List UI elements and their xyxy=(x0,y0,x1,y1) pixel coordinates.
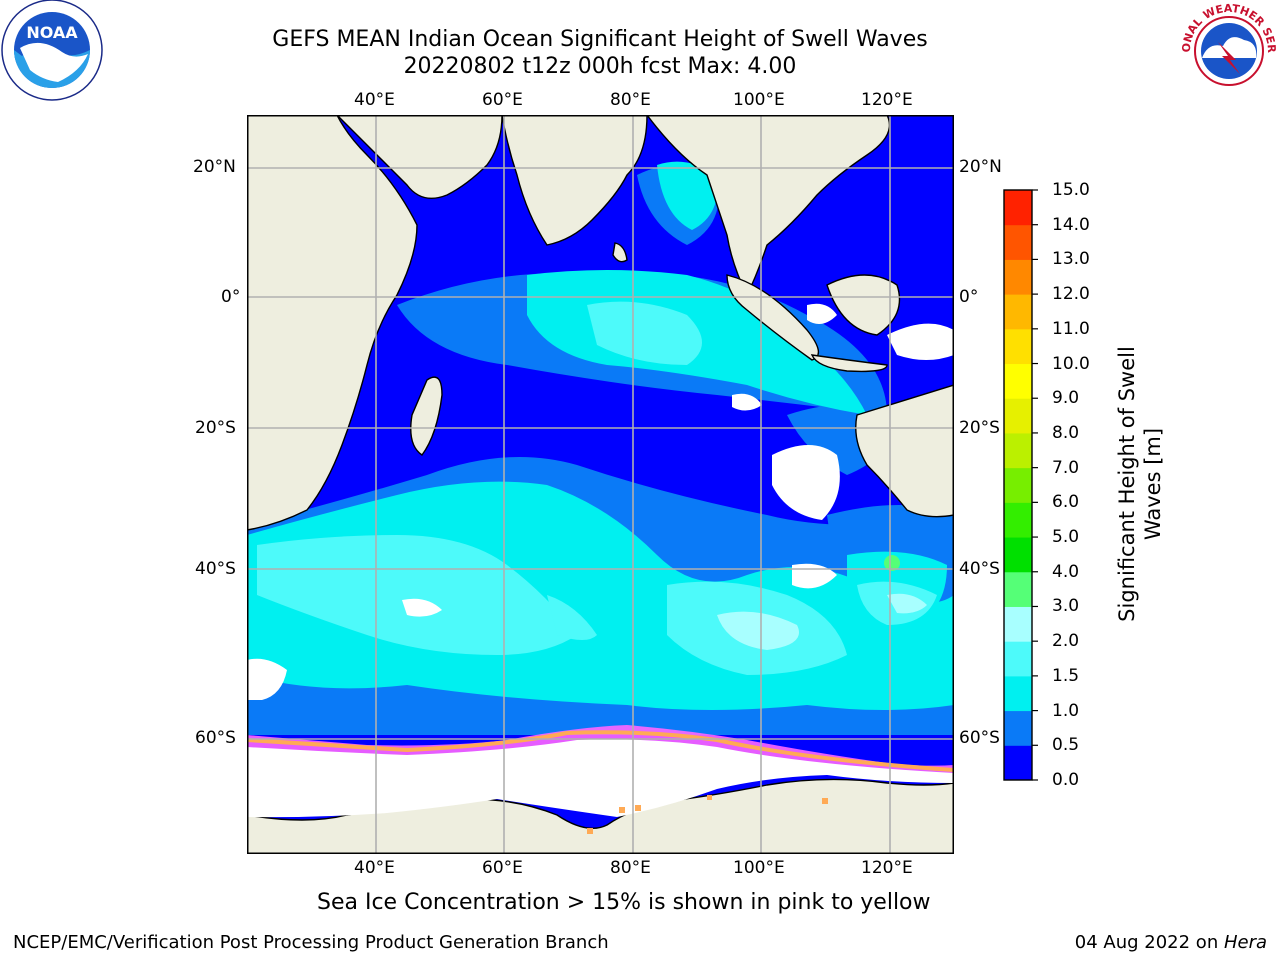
sea-ice-fringe-yellow xyxy=(247,730,954,772)
land-sri-lanka xyxy=(612,242,628,263)
lon-label-top-60e: 60°E xyxy=(482,90,523,110)
land-india xyxy=(501,115,648,246)
footer-date: 04 Aug 2022 on Hera xyxy=(1075,932,1267,953)
colorbar-band xyxy=(1004,259,1032,295)
land-madagascar xyxy=(410,376,443,456)
colorbar-tick-label: 8.0 xyxy=(1052,422,1080,443)
lon-label-bottom-80e: 80°E xyxy=(610,858,651,878)
colorbar-tick-label: 7.0 xyxy=(1052,457,1080,478)
land-masses xyxy=(247,115,954,854)
colorbar-tick-label: 9.0 xyxy=(1052,388,1080,409)
land-africa xyxy=(247,115,418,531)
colorbar-tick-label: 1.0 xyxy=(1052,700,1080,721)
nws-logo-icon: NATIONAL WEATHER SERVICE xyxy=(1178,2,1278,99)
colorbar-band xyxy=(1004,571,1032,607)
lon-label-top-120e: 120°E xyxy=(861,90,913,110)
colorbar-band xyxy=(1004,294,1032,330)
colorbar-band xyxy=(1004,363,1032,399)
colorbar-band xyxy=(1004,432,1032,469)
svg-text:NOAA: NOAA xyxy=(26,23,78,42)
land-arabia xyxy=(336,115,503,199)
colorbar-band xyxy=(1004,641,1032,677)
map-subtitle: 20220802 t12z 000h fcst Max: 4.00 xyxy=(403,54,797,79)
colorbar-band xyxy=(1004,398,1032,434)
colorbar-tick-label: 11.0 xyxy=(1052,318,1090,339)
lat-label-right-60s: 60°S xyxy=(959,728,1000,748)
map-title: GEFS MEAN Indian Ocean Significant Heigh… xyxy=(272,27,928,52)
colorbar-tick-label: 2.0 xyxy=(1052,631,1080,652)
colorbar-label-line1: Significant Height of Swell xyxy=(1115,346,1139,622)
sea-ice-area xyxy=(247,739,954,818)
footer-host: Hera xyxy=(1223,932,1267,953)
colorbar-tick-label: 12.0 xyxy=(1052,284,1090,305)
lon-label-top-40e: 40°E xyxy=(354,90,395,110)
colorbar-tick-label: 4.0 xyxy=(1052,561,1080,582)
lat-label-left-20n: 20°N xyxy=(193,157,236,177)
colorbar-band xyxy=(1004,328,1032,365)
colorbar-band xyxy=(1004,467,1032,503)
swell-band-3-0-4-0 xyxy=(884,555,900,571)
colorbar-tick-label: 14.0 xyxy=(1052,214,1090,235)
colorbar-band xyxy=(1004,224,1032,260)
swell-band-2-0-3-0 xyxy=(717,593,927,650)
colorbar-tick-label: 1.5 xyxy=(1052,665,1080,686)
lon-label-top-80e: 80°E xyxy=(610,90,651,110)
noaa-logo-icon: NOAA xyxy=(1,0,103,101)
colorbar xyxy=(1003,189,1038,781)
colorbar-tick-label: 0.5 xyxy=(1052,735,1080,756)
colorbar-tick-label: 3.0 xyxy=(1052,596,1080,617)
swell-height-map xyxy=(247,115,954,854)
lat-label-left-20s: 20°S xyxy=(195,418,236,438)
lat-label-right-20n: 20°N xyxy=(959,157,1002,177)
lat-label-left-0: 0° xyxy=(221,287,241,307)
lat-label-left-40s: 40°S xyxy=(195,559,236,579)
sea-ice-specks xyxy=(587,795,828,834)
lat-label-right-0: 0° xyxy=(959,287,979,307)
colorbar-tick-label: 13.0 xyxy=(1052,249,1090,270)
colorbar-frame xyxy=(1003,189,1033,781)
colorbar-tick-label: 10.0 xyxy=(1052,353,1090,374)
colorbar-tick-label: 15.0 xyxy=(1052,180,1090,200)
colorbar-band xyxy=(1004,745,1032,781)
lat-label-right-40s: 40°S xyxy=(959,559,1000,579)
lat-label-right-20s: 20°S xyxy=(959,418,1000,438)
map-frame xyxy=(247,115,954,854)
lon-label-bottom-60e: 60°E xyxy=(482,858,523,878)
lon-label-bottom-40e: 40°E xyxy=(354,858,395,878)
colorbar-band xyxy=(1004,537,1032,573)
colorbar-band xyxy=(1004,606,1032,642)
lon-label-bottom-120e: 120°E xyxy=(861,858,913,878)
lat-label-left-60s: 60°S xyxy=(195,728,236,748)
footer-branch: NCEP/EMC/Verification Post Processing Pr… xyxy=(13,932,609,953)
lon-label-top-100e: 100°E xyxy=(733,90,785,110)
colorbar-band xyxy=(1004,675,1032,712)
land-australia xyxy=(855,384,954,518)
lon-label-bottom-100e: 100°E xyxy=(733,858,785,878)
colorbar-label: Significant Height of Swell Waves [m] xyxy=(1114,334,1166,634)
land-borneo xyxy=(826,274,901,336)
colorbar-tick-label: 6.0 xyxy=(1052,492,1080,513)
colorbar-label-line2: Waves [m] xyxy=(1141,427,1165,541)
colorbar-band xyxy=(1004,502,1032,538)
graticule xyxy=(247,115,954,854)
land-java xyxy=(810,354,888,373)
colorbar-tick-label: 0.0 xyxy=(1052,770,1080,790)
footer-date-text: 04 Aug 2022 on xyxy=(1074,932,1224,953)
sea-ice-caption: Sea Ice Concentration > 15% is shown in … xyxy=(317,890,931,915)
colorbar-tick-label: 5.0 xyxy=(1052,527,1080,548)
colorbar-band xyxy=(1004,710,1032,746)
land-se-asia xyxy=(646,115,891,297)
no-data-patches xyxy=(247,303,954,700)
colorbar-band xyxy=(1004,190,1032,226)
